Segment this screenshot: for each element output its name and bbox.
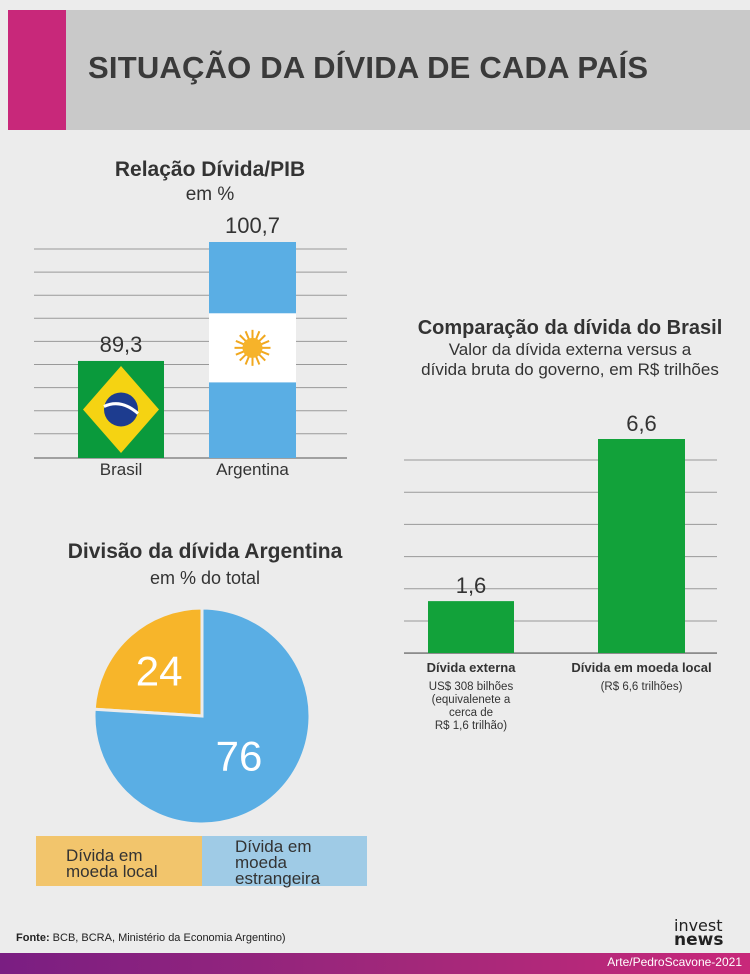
logo-line2: news — [674, 930, 724, 950]
pie-value-label: 76 — [216, 732, 263, 779]
footer-bar: Arte/PedroScavone-2021 — [0, 953, 750, 974]
argentina-sun-icon — [234, 329, 271, 366]
sun-ray — [258, 334, 266, 343]
logo-line1: invest — [674, 916, 723, 935]
source-note: Fonte: BCB, BCRA, Ministério da Economia… — [16, 932, 286, 944]
argentina-debt-subtitle: em % do total — [149, 568, 261, 588]
sun-ray — [235, 340, 245, 346]
page-title: SITUAÇÃO DA DÍVIDA DE CADA PAÍS — [88, 50, 649, 85]
sun-ray — [235, 350, 245, 356]
sun-ray — [244, 355, 250, 365]
legend-local-debt: Dívida em moeda local — [36, 836, 202, 886]
top-strip — [0, 0, 750, 10]
brazil-debt-category-note: R$ 1,6 trilhão) — [435, 720, 507, 732]
brazil-debt-bar — [598, 439, 685, 653]
debt-gdp-category-label: Argentina — [216, 460, 289, 479]
art-credit: Arte/PedroScavone-2021 — [607, 955, 742, 969]
legend-foreign-line2: moeda — [235, 853, 287, 872]
sun-ray — [260, 350, 270, 356]
brazil-debt-bar — [428, 601, 514, 653]
brazil-debt-category-note: cerca de — [449, 707, 493, 719]
legend-foreign-debt: Dívida em moeda estrangeira — [202, 836, 367, 888]
brazil-debt-chart: 1,6 Dívida externa US$ 308 bilhões(equival… — [404, 411, 717, 732]
debt-gdp-category-label: Brasil — [100, 460, 143, 479]
brazil-debt-value-label: 6,6 — [626, 411, 657, 436]
sun-ray — [244, 330, 250, 340]
sun-ray — [239, 353, 247, 362]
pie-value-label: 24 — [136, 647, 183, 694]
sun-ray — [258, 353, 266, 362]
brazil-debt-category-note: US$ 308 bilhões — [429, 681, 514, 693]
brazil-flag-band — [103, 402, 139, 415]
debt-gdp-subtitle: em % — [185, 184, 235, 205]
source-label: Fonte: — [16, 932, 50, 944]
legend-foreign-line3: estrangeira — [235, 869, 321, 888]
brazil-flag-globe — [104, 392, 138, 427]
sun-ray — [260, 340, 270, 346]
legend-local-line1: Dívida em — [66, 846, 143, 865]
pie-slice-local — [92, 606, 204, 718]
investnews-logo: invest news — [674, 916, 746, 950]
brazil-debt-category-note: (equivalenete a — [432, 694, 511, 706]
legend-local-line2: moeda local — [66, 862, 158, 881]
legend-foreign-line1: Dívida em — [235, 837, 312, 856]
sun-ray — [255, 355, 261, 365]
debt-gdp-chart: 89,3 Brasil 100,7 Argentina — [34, 213, 347, 479]
argentina-debt-title: Divisão da dívida Argentina — [67, 540, 343, 563]
debt-gdp-value-label: 100,7 — [225, 213, 280, 238]
brazil-debt-value-label: 1,6 — [456, 573, 487, 598]
debt-gdp-value-label: 89,3 — [100, 332, 143, 357]
pie-legend: Dívida em moeda local Dívida em moeda es… — [36, 836, 367, 888]
sun-ray — [255, 330, 261, 340]
brazil-debt-subtitle-line1: Valor da dívida externa versus a — [448, 340, 692, 359]
brazil-debt-title: Comparação da dívida do Brasil — [417, 317, 723, 339]
brazil-debt-category-label: Dívida externa — [427, 660, 517, 675]
sun-ray — [239, 334, 247, 343]
header: SITUAÇÃO DA DÍVIDA DE CADA PAÍS — [8, 10, 750, 130]
header-accent-bar — [8, 10, 66, 130]
brazil-debt-category-label: Dívida em moeda local — [571, 660, 711, 675]
pie-slice-foreign — [92, 606, 312, 826]
sun-disc — [242, 337, 263, 358]
brazil-debt-subtitle-line2: dívida bruta do governo, em R$ trilhões — [421, 360, 719, 379]
source-text: BCB, BCRA, Ministério da Economia Argent… — [49, 932, 286, 944]
argentina-debt-pie: 24 76 — [92, 606, 312, 826]
debt-gdp-title: Relação Dívida/PIB — [114, 158, 306, 181]
brazil-debt-category-note: (R$ 6,6 trilhões) — [601, 681, 683, 693]
